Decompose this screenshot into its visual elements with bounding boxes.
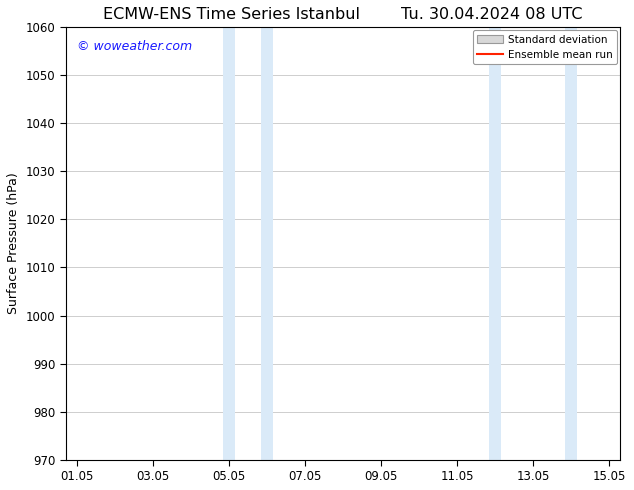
Title: ECMW-ENS Time Series Istanbul        Tu. 30.04.2024 08 UTC: ECMW-ENS Time Series Istanbul Tu. 30.04.… [103,7,583,22]
Bar [223,27,235,460]
Legend: Standard deviation, Ensemble mean run: Standard deviation, Ensemble mean run [473,30,618,64]
Bar [566,27,577,460]
Bar [261,27,273,460]
Text: © woweather.com: © woweather.com [77,40,192,53]
Bar [489,27,501,460]
Y-axis label: Surface Pressure (hPa): Surface Pressure (hPa) [7,172,20,314]
